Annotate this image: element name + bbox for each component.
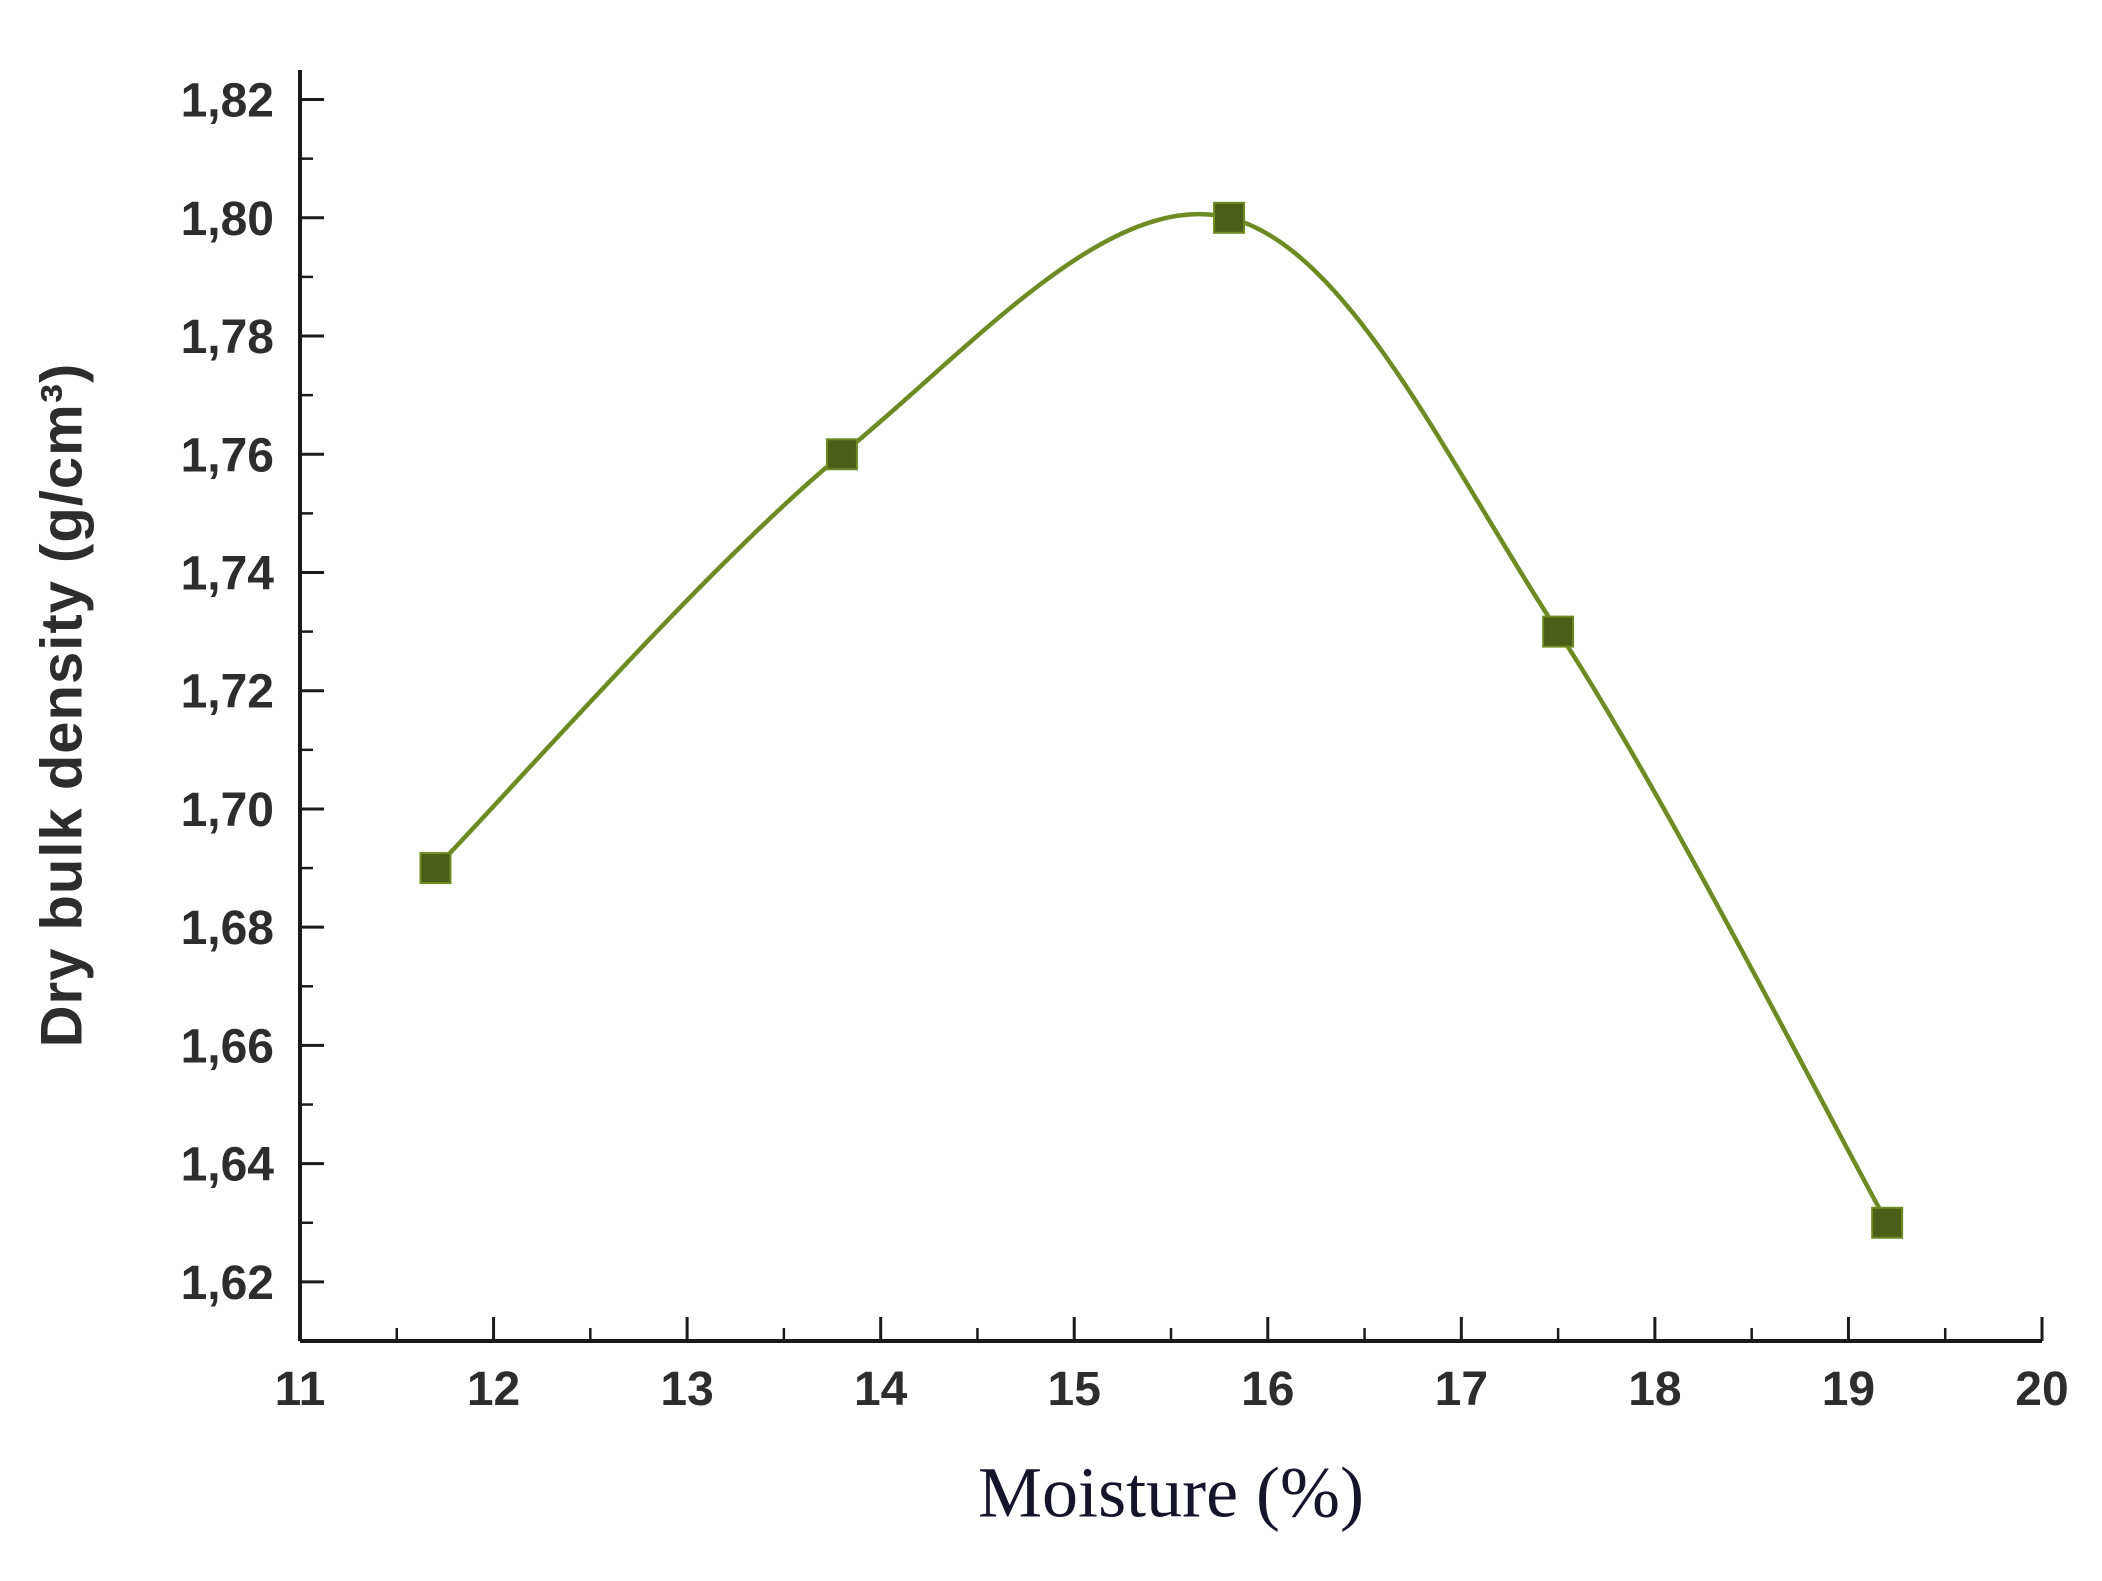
y-tick-label: 1,82 <box>181 75 274 128</box>
y-tick-label: 1,64 <box>181 1139 275 1192</box>
y-tick-label: 1,72 <box>181 666 274 719</box>
y-axis-label: Dry bulk density (g/cm³) <box>29 362 95 1048</box>
x-tick-label: 20 <box>2015 1363 2068 1416</box>
x-tick-label: 18 <box>1628 1363 1681 1416</box>
y-tick-label: 1,70 <box>181 784 274 837</box>
data-point-marker <box>825 438 858 471</box>
data-point-marker <box>1871 1206 1904 1239</box>
x-tick-label: 13 <box>660 1363 713 1416</box>
x-tick-label: 19 <box>1822 1363 1875 1416</box>
y-tick-label: 1,80 <box>181 193 274 246</box>
x-tick-label: 15 <box>1048 1363 1101 1416</box>
data-line <box>433 211 1890 1224</box>
y-tick-label: 1,74 <box>181 547 275 600</box>
y-tick-label: 1,68 <box>181 902 274 955</box>
data-point-marker <box>1542 615 1575 648</box>
data-point-marker <box>1213 201 1246 234</box>
y-tick-label: 1,66 <box>181 1020 274 1073</box>
x-tick-label: 12 <box>467 1363 520 1416</box>
x-tick-label: 17 <box>1435 1363 1488 1416</box>
x-tick-label: 16 <box>1241 1363 1294 1416</box>
x-tick-label: 14 <box>854 1363 908 1416</box>
x-axis-label: Moisture (%) <box>978 1452 1364 1533</box>
y-tick-label: 1,62 <box>181 1257 274 1310</box>
x-tick-label: 11 <box>275 1363 326 1416</box>
data-point-marker <box>419 852 452 885</box>
y-tick-label: 1,76 <box>181 429 274 482</box>
y-tick-label: 1,78 <box>181 311 274 364</box>
